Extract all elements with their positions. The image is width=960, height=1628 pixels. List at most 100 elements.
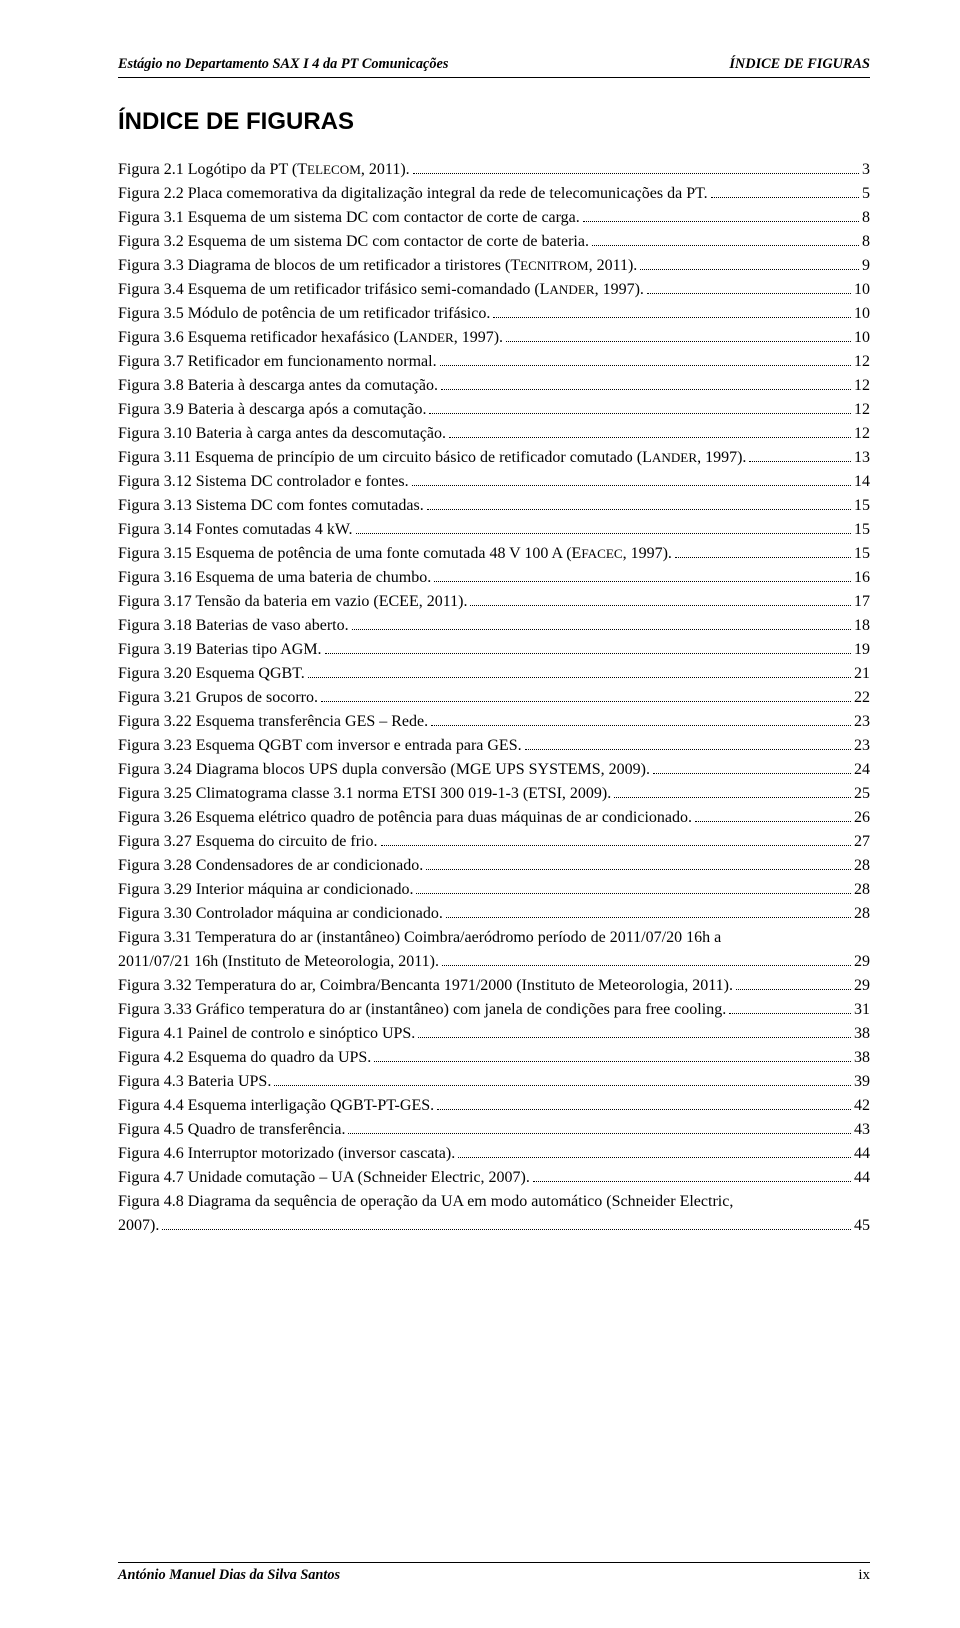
entry-page: 24 bbox=[854, 762, 870, 778]
list-entry: Figura 2.1 Logótipo da PT (TELECOM, 2011… bbox=[118, 162, 870, 178]
entry-label: Figura 4.5 Quadro de transferência. bbox=[118, 1122, 345, 1138]
entry-page: 12 bbox=[854, 426, 870, 442]
footer-left: António Manuel Dias da Silva Santos bbox=[118, 1567, 340, 1584]
entry-label: Figura 3.32 Temperatura do ar, Coimbra/B… bbox=[118, 978, 733, 994]
leader-dots bbox=[592, 245, 859, 246]
entry-page: 39 bbox=[854, 1074, 870, 1090]
entry-page: 45 bbox=[854, 1218, 870, 1234]
leader-dots bbox=[446, 917, 851, 918]
entry-label: Figura 3.18 Baterias de vaso aberto. bbox=[118, 618, 349, 634]
entry-page: 19 bbox=[854, 642, 870, 658]
entry-label: Figura 3.33 Gráfico temperatura do ar (i… bbox=[118, 1002, 726, 1018]
list-entry: Figura 4.4 Esquema interligação QGBT-PT-… bbox=[118, 1098, 870, 1114]
list-entry: Figura 4.6 Interruptor motorizado (inver… bbox=[118, 1146, 870, 1162]
leader-dots bbox=[583, 221, 859, 222]
leader-dots bbox=[434, 581, 851, 582]
leader-dots bbox=[533, 1181, 851, 1182]
list-entry: Figura 3.15 Esquema de potência de uma f… bbox=[118, 546, 870, 562]
header-left: Estágio no Departamento SAX I 4 da PT Co… bbox=[118, 56, 448, 73]
entry-label: Figura 3.2 Esquema de um sistema DC com … bbox=[118, 234, 589, 250]
leader-dots bbox=[162, 1229, 851, 1230]
leader-dots bbox=[427, 509, 851, 510]
entry-label: Figura 3.26 Esquema elétrico quadro de p… bbox=[118, 810, 692, 826]
list-entry: Figura 3.4 Esquema de um retificador tri… bbox=[118, 282, 870, 298]
entry-page: 31 bbox=[854, 1002, 870, 1018]
leader-dots bbox=[356, 533, 852, 534]
leader-dots bbox=[470, 605, 851, 606]
entry-page: 28 bbox=[854, 906, 870, 922]
entry-page: 14 bbox=[854, 474, 870, 490]
leader-dots bbox=[325, 653, 851, 654]
entry-page: 42 bbox=[854, 1098, 870, 1114]
entry-page: 28 bbox=[854, 882, 870, 898]
leader-dots bbox=[525, 749, 851, 750]
list-entry: Figura 4.7 Unidade comutação – UA (Schne… bbox=[118, 1170, 870, 1186]
entry-label: Figura 4.3 Bateria UPS. bbox=[118, 1074, 271, 1090]
entry-page: 15 bbox=[854, 498, 870, 514]
entry-page: 9 bbox=[862, 258, 870, 274]
entry-label: Figura 3.15 Esquema de potência de uma f… bbox=[118, 546, 672, 562]
leader-dots bbox=[729, 1013, 851, 1014]
list-entry: Figura 3.29 Interior máquina ar condicio… bbox=[118, 882, 870, 898]
list-entry: Figura 3.23 Esquema QGBT com inversor e … bbox=[118, 738, 870, 754]
entry-label: Figura 3.5 Módulo de potência de um reti… bbox=[118, 306, 490, 322]
entry-page: 23 bbox=[854, 714, 870, 730]
leader-dots bbox=[458, 1157, 851, 1158]
list-entry: Figura 3.24 Diagrama blocos UPS dupla co… bbox=[118, 762, 870, 778]
entry-label: Figura 3.21 Grupos de socorro. bbox=[118, 690, 318, 706]
leader-dots bbox=[442, 965, 851, 966]
entry-page: 38 bbox=[854, 1026, 870, 1042]
entry-page: 29 bbox=[854, 978, 870, 994]
entry-label: Figura 3.23 Esquema QGBT com inversor e … bbox=[118, 738, 522, 754]
list-entry: Figura 3.25 Climatograma classe 3.1 norm… bbox=[118, 786, 870, 802]
leader-dots bbox=[653, 773, 851, 774]
entry-label: Figura 3.28 Condensadores de ar condicio… bbox=[118, 858, 423, 874]
entry-label: Figura 3.30 Controlador máquina ar condi… bbox=[118, 906, 443, 922]
entry-label: Figura 3.24 Diagrama blocos UPS dupla co… bbox=[118, 762, 650, 778]
entry-page: 18 bbox=[854, 618, 870, 634]
section-title: ÍNDICE DE FIGURAS bbox=[118, 108, 870, 136]
list-entry: Figura 4.1 Painel de controlo e sinóptic… bbox=[118, 1026, 870, 1042]
leader-dots bbox=[274, 1085, 851, 1086]
leader-dots bbox=[675, 557, 851, 558]
entry-page: 10 bbox=[854, 306, 870, 322]
list-entry: Figura 3.32 Temperatura do ar, Coimbra/B… bbox=[118, 978, 870, 994]
page: Estágio no Departamento SAX I 4 da PT Co… bbox=[0, 0, 960, 1628]
leader-dots bbox=[640, 269, 859, 270]
list-entry: Figura 3.22 Esquema transferência GES – … bbox=[118, 714, 870, 730]
leader-dots bbox=[418, 1037, 851, 1038]
leader-dots bbox=[429, 413, 851, 414]
footer-page-number: ix bbox=[858, 1567, 870, 1584]
list-entry: Figura 4.2 Esquema do quadro da UPS. 38 bbox=[118, 1050, 870, 1066]
entry-page: 25 bbox=[854, 786, 870, 802]
entry-page: 10 bbox=[854, 330, 870, 346]
entry-label: Figura 2.1 Logótipo da PT (TELECOM, 2011… bbox=[118, 162, 410, 178]
entry-label: Figura 3.20 Esquema QGBT. bbox=[118, 666, 305, 682]
leader-dots bbox=[506, 341, 851, 342]
list-entry: Figura 3.17 Tensão da bateria em vazio (… bbox=[118, 594, 870, 610]
list-entry: Figura 3.3 Diagrama de blocos de um reti… bbox=[118, 258, 870, 274]
list-entry-continuation: Figura 3.31 Temperatura do ar (instantân… bbox=[118, 930, 870, 946]
list-entry: Figura 3.8 Bateria à descarga antes da c… bbox=[118, 378, 870, 394]
list-entry: Figura 3.30 Controlador máquina ar condi… bbox=[118, 906, 870, 922]
entry-page: 23 bbox=[854, 738, 870, 754]
entry-label: Figura 3.17 Tensão da bateria em vazio (… bbox=[118, 594, 467, 610]
entry-page: 10 bbox=[854, 282, 870, 298]
entry-label: Figura 2.2 Placa comemorativa da digital… bbox=[118, 186, 708, 202]
entry-label: Figura 3.16 Esquema de uma bateria de ch… bbox=[118, 570, 431, 586]
leader-dots bbox=[416, 893, 851, 894]
entry-label: Figura 3.12 Sistema DC controlador e fon… bbox=[118, 474, 409, 490]
entry-label: Figura 3.14 Fontes comutadas 4 kW. bbox=[118, 522, 353, 538]
list-entry: Figura 3.33 Gráfico temperatura do ar (i… bbox=[118, 1002, 870, 1018]
leader-dots bbox=[348, 1133, 851, 1134]
entry-page: 13 bbox=[854, 450, 870, 466]
list-entry: Figura 3.5 Módulo de potência de um reti… bbox=[118, 306, 870, 322]
leader-dots bbox=[308, 677, 851, 678]
entry-page: 28 bbox=[854, 858, 870, 874]
entry-label: Figura 3.22 Esquema transferência GES – … bbox=[118, 714, 428, 730]
entry-label: Figura 3.7 Retificador em funcionamento … bbox=[118, 354, 437, 370]
entry-page: 3 bbox=[862, 162, 870, 178]
list-entry: Figura 3.10 Bateria à carga antes da des… bbox=[118, 426, 870, 442]
entry-label: Figura 3.6 Esquema retificador hexafásic… bbox=[118, 330, 503, 346]
leader-dots bbox=[426, 869, 851, 870]
